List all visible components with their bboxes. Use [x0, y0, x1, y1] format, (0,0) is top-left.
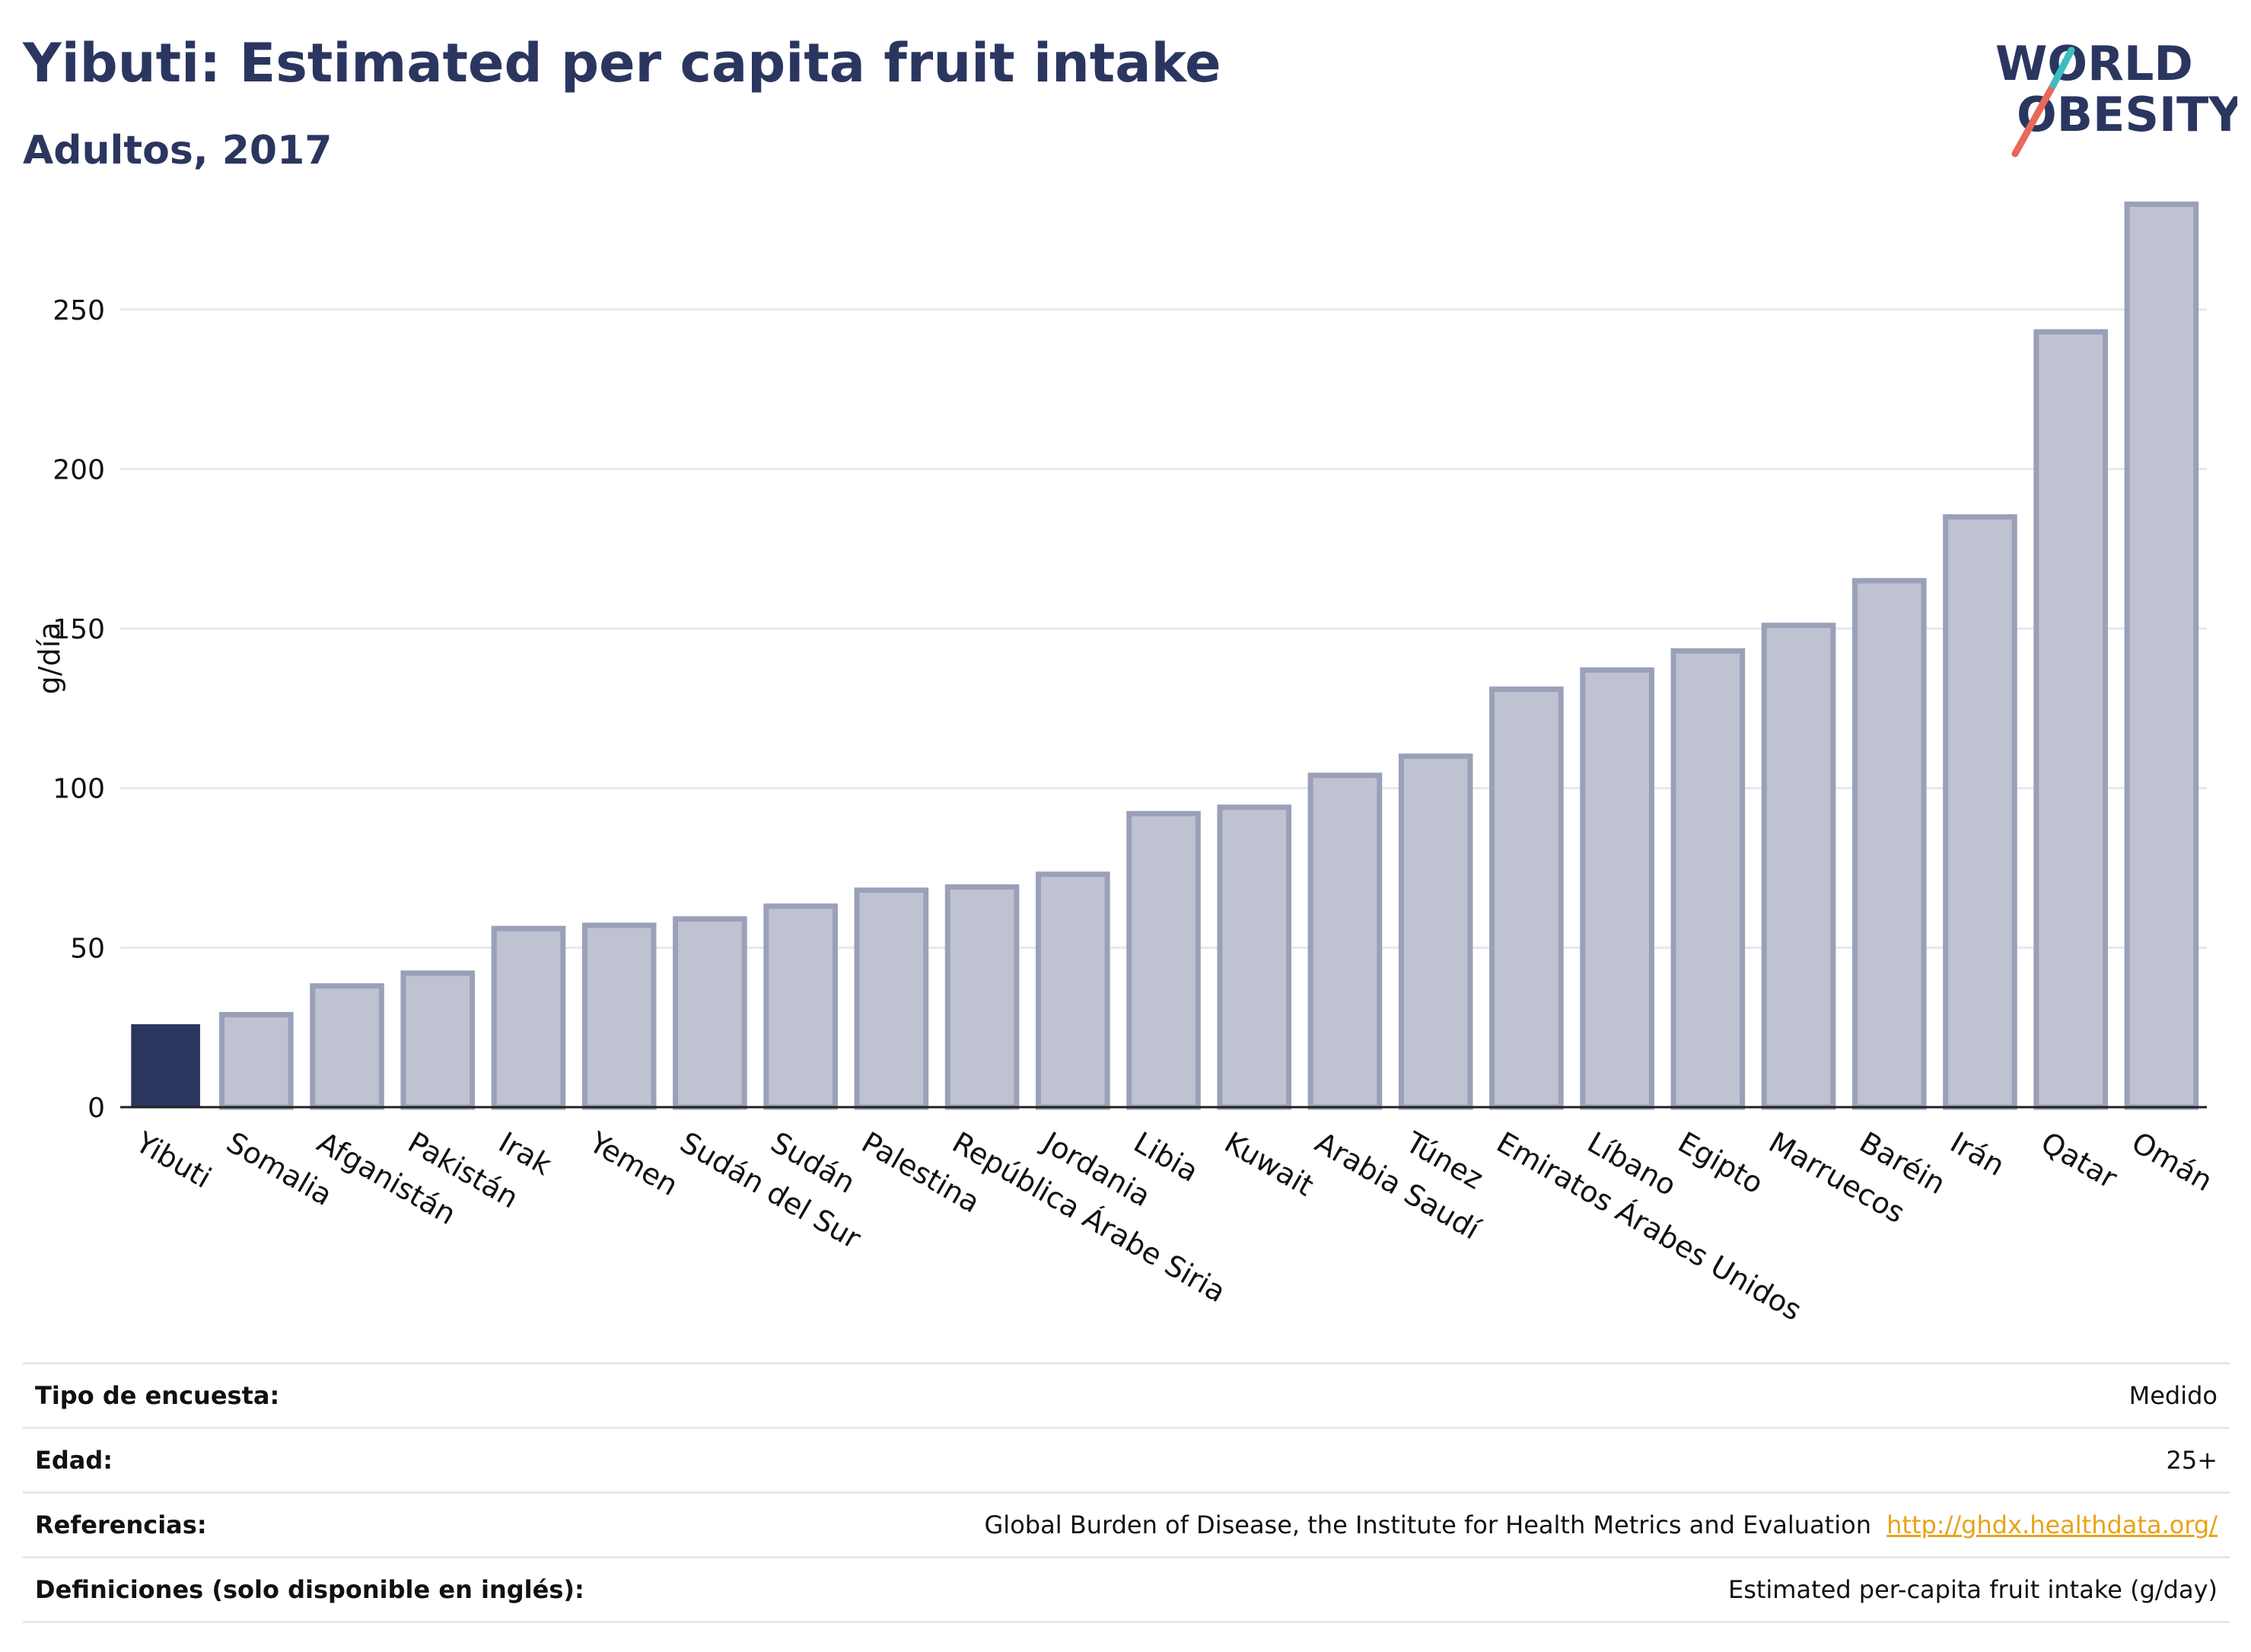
world-obesity-logo[interactable]: WORLD OBESITY: [1979, 23, 2237, 160]
y-tick-label: 100: [53, 774, 105, 805]
y-tick-label: 150: [53, 614, 105, 645]
reference-link[interactable]: http://ghdx.healthdata.org/: [1886, 1510, 2218, 1539]
bar-irak[interactable]: [491, 925, 566, 1110]
bar-arabia-saudí[interactable]: [1307, 772, 1383, 1110]
x-tick-label: Qatar: [2036, 1125, 2123, 1195]
meta-label: Edad:: [35, 1446, 113, 1475]
logo-text-obesity: OBESITY: [2017, 87, 2237, 142]
bar-libia[interactable]: [1126, 810, 1201, 1110]
x-tick-label: Yemen: [583, 1125, 683, 1202]
bar-yibuti[interactable]: [131, 1023, 200, 1107]
bar-marruecos[interactable]: [1761, 622, 1836, 1110]
bar-sudán[interactable]: [763, 903, 838, 1110]
bar-qatar[interactable]: [2033, 329, 2108, 1110]
meta-label: Tipo de encuesta:: [35, 1381, 280, 1410]
bar-jordania[interactable]: [1035, 871, 1110, 1110]
meta-row-age: Edad: 25+: [23, 1427, 2230, 1491]
x-tick-label: Irán: [1944, 1125, 2010, 1183]
bar-pakistán[interactable]: [400, 970, 476, 1110]
meta-label: Referencias:: [35, 1510, 207, 1539]
meta-label: Definiciones (solo disponible en inglés)…: [35, 1575, 584, 1604]
meta-row-survey-type: Tipo de encuesta: Medido: [23, 1362, 2230, 1427]
logo-text-world: WORLD: [1995, 36, 2193, 91]
x-tick-label: Omán: [2126, 1125, 2218, 1198]
bar-irán[interactable]: [1943, 514, 2017, 1110]
bar-omán[interactable]: [2124, 201, 2199, 1110]
bar-república-árabe-siria[interactable]: [944, 884, 1020, 1110]
chart-subtitle: Adultos, 2017: [23, 128, 333, 173]
x-tick-label: Yibuti: [129, 1125, 217, 1195]
logo-slash-teal: [2049, 46, 2075, 89]
bar-sudán-del-sur[interactable]: [673, 916, 747, 1110]
bar-kuwait[interactable]: [1217, 804, 1292, 1110]
bar-yemen[interactable]: [581, 922, 657, 1110]
meta-row-references: Referencias: Global Burden of Disease, t…: [23, 1491, 2230, 1556]
meta-row-definitions: Definiciones (solo disponible en inglés)…: [23, 1556, 2230, 1623]
bar-líbano[interactable]: [1580, 667, 1654, 1110]
metadata-table: Tipo de encuesta: Medido Edad: 25+ Refer…: [23, 1362, 2230, 1623]
bar-somalia[interactable]: [219, 1011, 294, 1110]
bar-baréin[interactable]: [1851, 578, 1927, 1110]
meta-value: 25+: [2166, 1446, 2218, 1475]
bars: [131, 201, 2199, 1110]
y-tick-label: 250: [53, 295, 105, 326]
meta-value: Estimated per-capita fruit intake (g/day…: [1727, 1575, 2218, 1604]
bar-afganistán[interactable]: [310, 983, 384, 1110]
bar-túnez[interactable]: [1398, 753, 1473, 1110]
x-tick-label: Kuwait: [1219, 1125, 1320, 1203]
x-tick-label: Egipto: [1673, 1125, 1769, 1201]
meta-value: Medido: [2128, 1381, 2218, 1410]
logo-slash-red: [2011, 81, 2057, 158]
bar-egipto[interactable]: [1670, 648, 1746, 1110]
meta-value: Global Burden of Disease, the Institute …: [985, 1510, 2218, 1539]
y-tick-label: 0: [88, 1093, 105, 1124]
y-tick-label: 200: [53, 454, 105, 485]
reference-text: Global Burden of Disease, the Institute …: [984, 1510, 1871, 1539]
chart-title: Yibuti: Estimated per capita fruit intak…: [23, 32, 1221, 94]
y-tick-label: 50: [70, 933, 105, 964]
y-axis-label: g/día: [33, 622, 66, 695]
bar-palestina[interactable]: [854, 887, 929, 1110]
bar-emiratos-árabes-unidos[interactable]: [1489, 686, 1564, 1110]
